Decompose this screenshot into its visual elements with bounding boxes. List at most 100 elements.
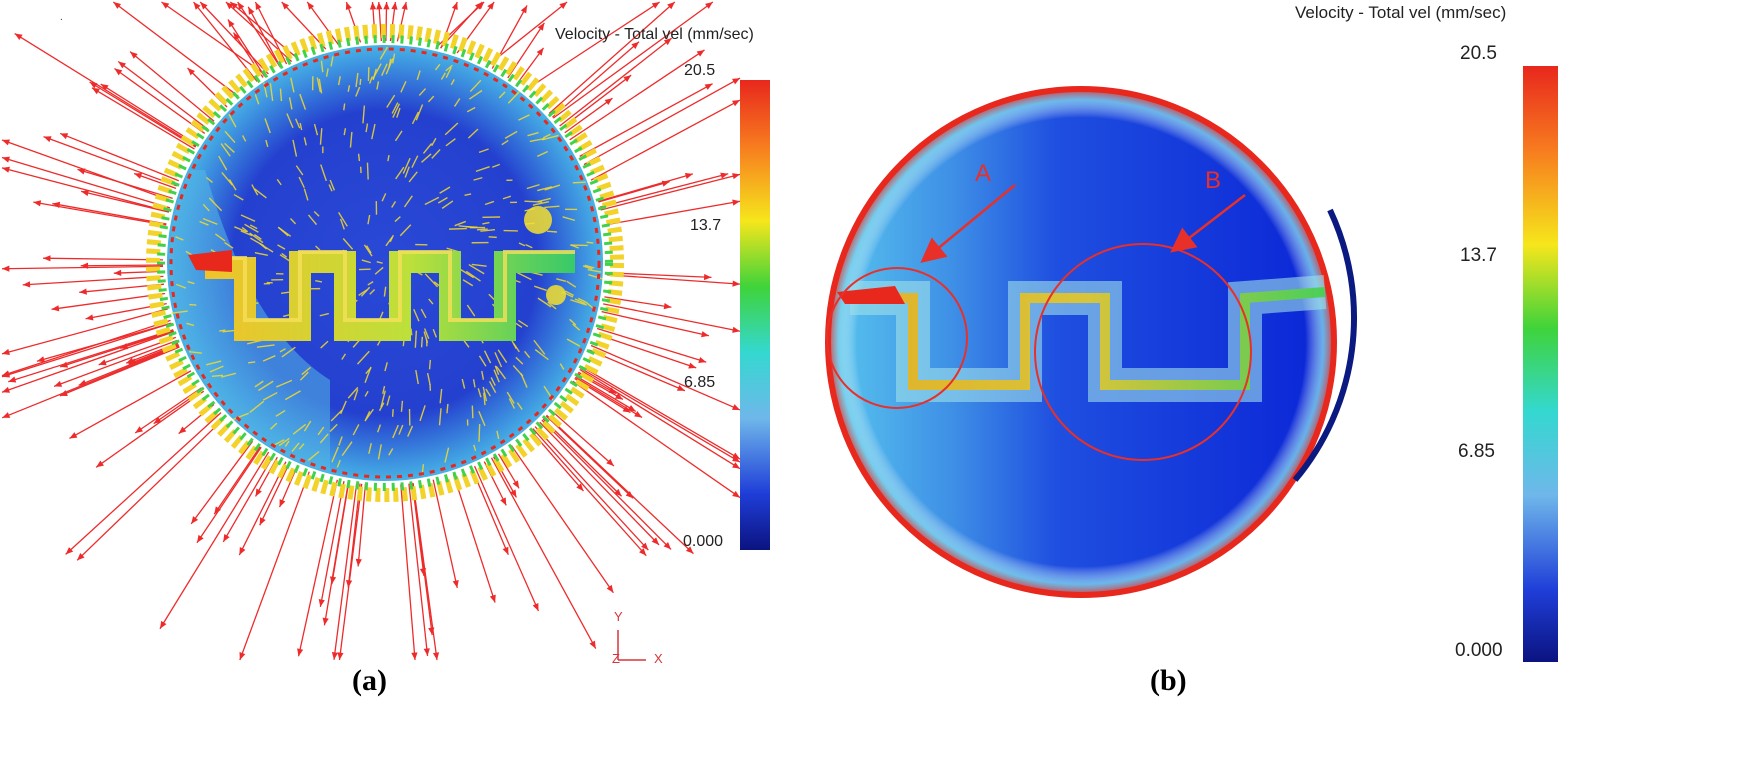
flow-streak <box>468 263 485 275</box>
flow-streak <box>199 220 209 226</box>
flow-streak <box>298 176 305 189</box>
meander-structure <box>188 250 575 341</box>
flow-streak <box>477 388 482 398</box>
flow-streak <box>533 285 547 292</box>
flow-streak <box>384 362 388 372</box>
flow-streak <box>468 89 483 100</box>
flow-streak <box>369 288 376 295</box>
flow-streak <box>396 107 401 118</box>
flow-streak <box>577 297 587 303</box>
flow-streak <box>586 241 594 244</box>
flow-streak <box>524 200 543 203</box>
vector-arrow <box>559 37 673 127</box>
flow-streak <box>501 139 509 146</box>
vector-arrowhead <box>60 133 69 140</box>
vector-arrow <box>319 481 345 607</box>
flow-streak <box>478 424 481 442</box>
flow-streak <box>315 280 323 283</box>
vector-arrow <box>8 329 174 383</box>
vector-arrow <box>532 428 647 557</box>
fringe-ring-green <box>157 35 613 491</box>
vector-arrow <box>575 375 637 412</box>
tick-max: 20.5 <box>684 62 716 79</box>
flow-streak <box>244 223 259 233</box>
axis-triad <box>617 630 646 661</box>
vector-arrowhead <box>651 537 660 545</box>
flow-streak <box>262 391 278 401</box>
flow-streak <box>395 166 405 180</box>
flow-streak <box>431 137 437 147</box>
flow-streak <box>175 236 184 241</box>
flow-streak <box>365 245 372 254</box>
vector-arrowhead <box>191 516 199 524</box>
vector-arrow <box>590 99 741 181</box>
vector-arrow <box>452 473 496 603</box>
flow-streak <box>392 53 396 64</box>
flow-streak <box>299 93 307 110</box>
vector-arrowhead <box>606 458 614 466</box>
flow-streak <box>544 184 561 191</box>
vector-arrowhead <box>537 22 545 31</box>
flow-streak <box>411 111 420 125</box>
flow-streak <box>372 68 377 81</box>
vector-arrowhead <box>510 489 517 498</box>
vector-arrowhead <box>279 499 286 508</box>
flow-streak <box>407 425 414 437</box>
vector-arrowhead <box>43 255 51 262</box>
vector-arrowhead <box>627 404 636 412</box>
vector-arrowhead <box>502 546 509 555</box>
flow-streak <box>388 58 392 68</box>
vector-arrowhead <box>684 172 693 179</box>
flow-streak <box>569 318 577 326</box>
vector-arrowhead <box>606 584 614 593</box>
flow-streak <box>234 226 247 233</box>
flow-streak <box>422 143 433 154</box>
legend-title: Velocity - Total vel (mm/sec) <box>555 26 754 43</box>
vector-arrowhead <box>193 2 201 10</box>
flow-streak <box>341 353 347 360</box>
vector-arrow <box>604 296 672 308</box>
flow-streak <box>556 278 567 282</box>
vector-arrow <box>572 380 741 499</box>
vector-arrowhead <box>704 83 713 90</box>
vector-arrow <box>542 418 623 497</box>
inlet-tip <box>837 286 905 304</box>
vector-arrowhead <box>622 406 631 413</box>
vector-arrowhead <box>255 2 262 10</box>
flow-streak <box>495 365 507 380</box>
flow-streak <box>208 197 223 212</box>
flow-streak <box>380 390 386 408</box>
flow-streak <box>410 328 413 336</box>
vector-arrowhead <box>512 480 520 489</box>
flow-streak <box>482 221 490 225</box>
stray-dot: . <box>60 12 63 23</box>
flow-streak <box>221 171 233 186</box>
vector-arrow <box>76 416 226 561</box>
flow-streak <box>347 85 351 92</box>
flow-streak <box>533 339 546 355</box>
flow-streaks <box>171 46 603 476</box>
flow-streak <box>437 197 448 204</box>
vector-arrow <box>598 173 694 202</box>
vector-arrowhead <box>401 2 408 10</box>
flow-streak <box>473 444 477 451</box>
flow-streak <box>440 72 446 80</box>
flow-streak <box>329 423 338 432</box>
flow-streak <box>176 283 187 289</box>
flow-streak <box>343 103 346 111</box>
flow-streak <box>426 372 431 385</box>
vector-arrowhead <box>33 200 42 207</box>
vector-arrowhead <box>452 580 459 588</box>
vector-arrowhead <box>732 462 740 469</box>
vector-arrow <box>524 1 661 92</box>
vector-arrow <box>114 67 206 134</box>
flow-streak <box>381 63 388 76</box>
flow-streak <box>224 142 235 153</box>
flow-streak <box>472 379 476 388</box>
vector-arrow <box>357 484 367 567</box>
vector-arrowhead <box>559 2 568 10</box>
flow-streak <box>504 130 518 139</box>
flow-streak <box>376 424 382 433</box>
flow-streak <box>461 378 466 389</box>
flow-streak <box>341 441 353 457</box>
